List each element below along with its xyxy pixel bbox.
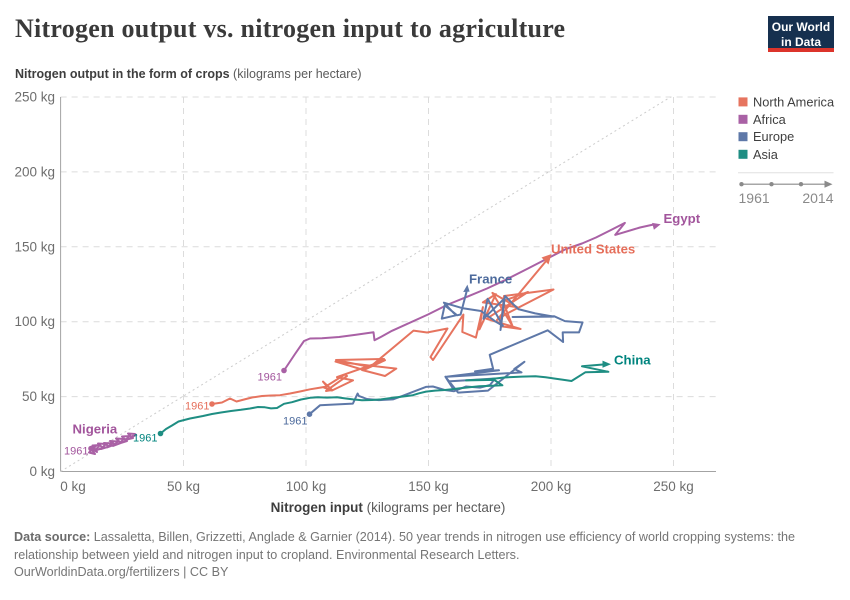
svg-text:Nigeria: Nigeria [73,422,118,437]
svg-text:150 kg: 150 kg [14,239,55,254]
svg-text:50 kg: 50 kg [22,389,55,404]
svg-text:0 kg: 0 kg [60,479,86,494]
svg-text:200 kg: 200 kg [531,479,572,494]
svg-text:1961: 1961 [64,446,88,458]
svg-text:Egypt: Egypt [664,211,701,226]
svg-text:Asia: Asia [753,147,779,162]
svg-text:North America: North America [753,94,835,109]
svg-text:200 kg: 200 kg [14,164,55,179]
svg-text:Africa: Africa [753,112,787,127]
svg-text:France: France [469,272,512,287]
svg-text:0 kg: 0 kg [29,464,55,479]
svg-text:150 kg: 150 kg [408,479,449,494]
svg-text:1961: 1961 [258,372,282,384]
svg-text:2014: 2014 [802,190,833,206]
svg-text:250 kg: 250 kg [14,90,55,105]
svg-text:1961: 1961 [739,190,770,206]
svg-text:1961: 1961 [185,401,209,413]
svg-text:250 kg: 250 kg [653,479,694,494]
svg-text:1961: 1961 [133,433,157,445]
svg-text:United States: United States [551,242,635,257]
svg-text:50 kg: 50 kg [167,479,200,494]
svg-text:China: China [614,353,651,368]
svg-text:100 kg: 100 kg [286,479,327,494]
svg-text:Nitrogen input (kilograms per: Nitrogen input (kilograms per hectare) [271,500,506,515]
svg-text:Europe: Europe [753,129,794,144]
svg-text:1961: 1961 [283,416,307,428]
svg-text:100 kg: 100 kg [14,314,55,329]
